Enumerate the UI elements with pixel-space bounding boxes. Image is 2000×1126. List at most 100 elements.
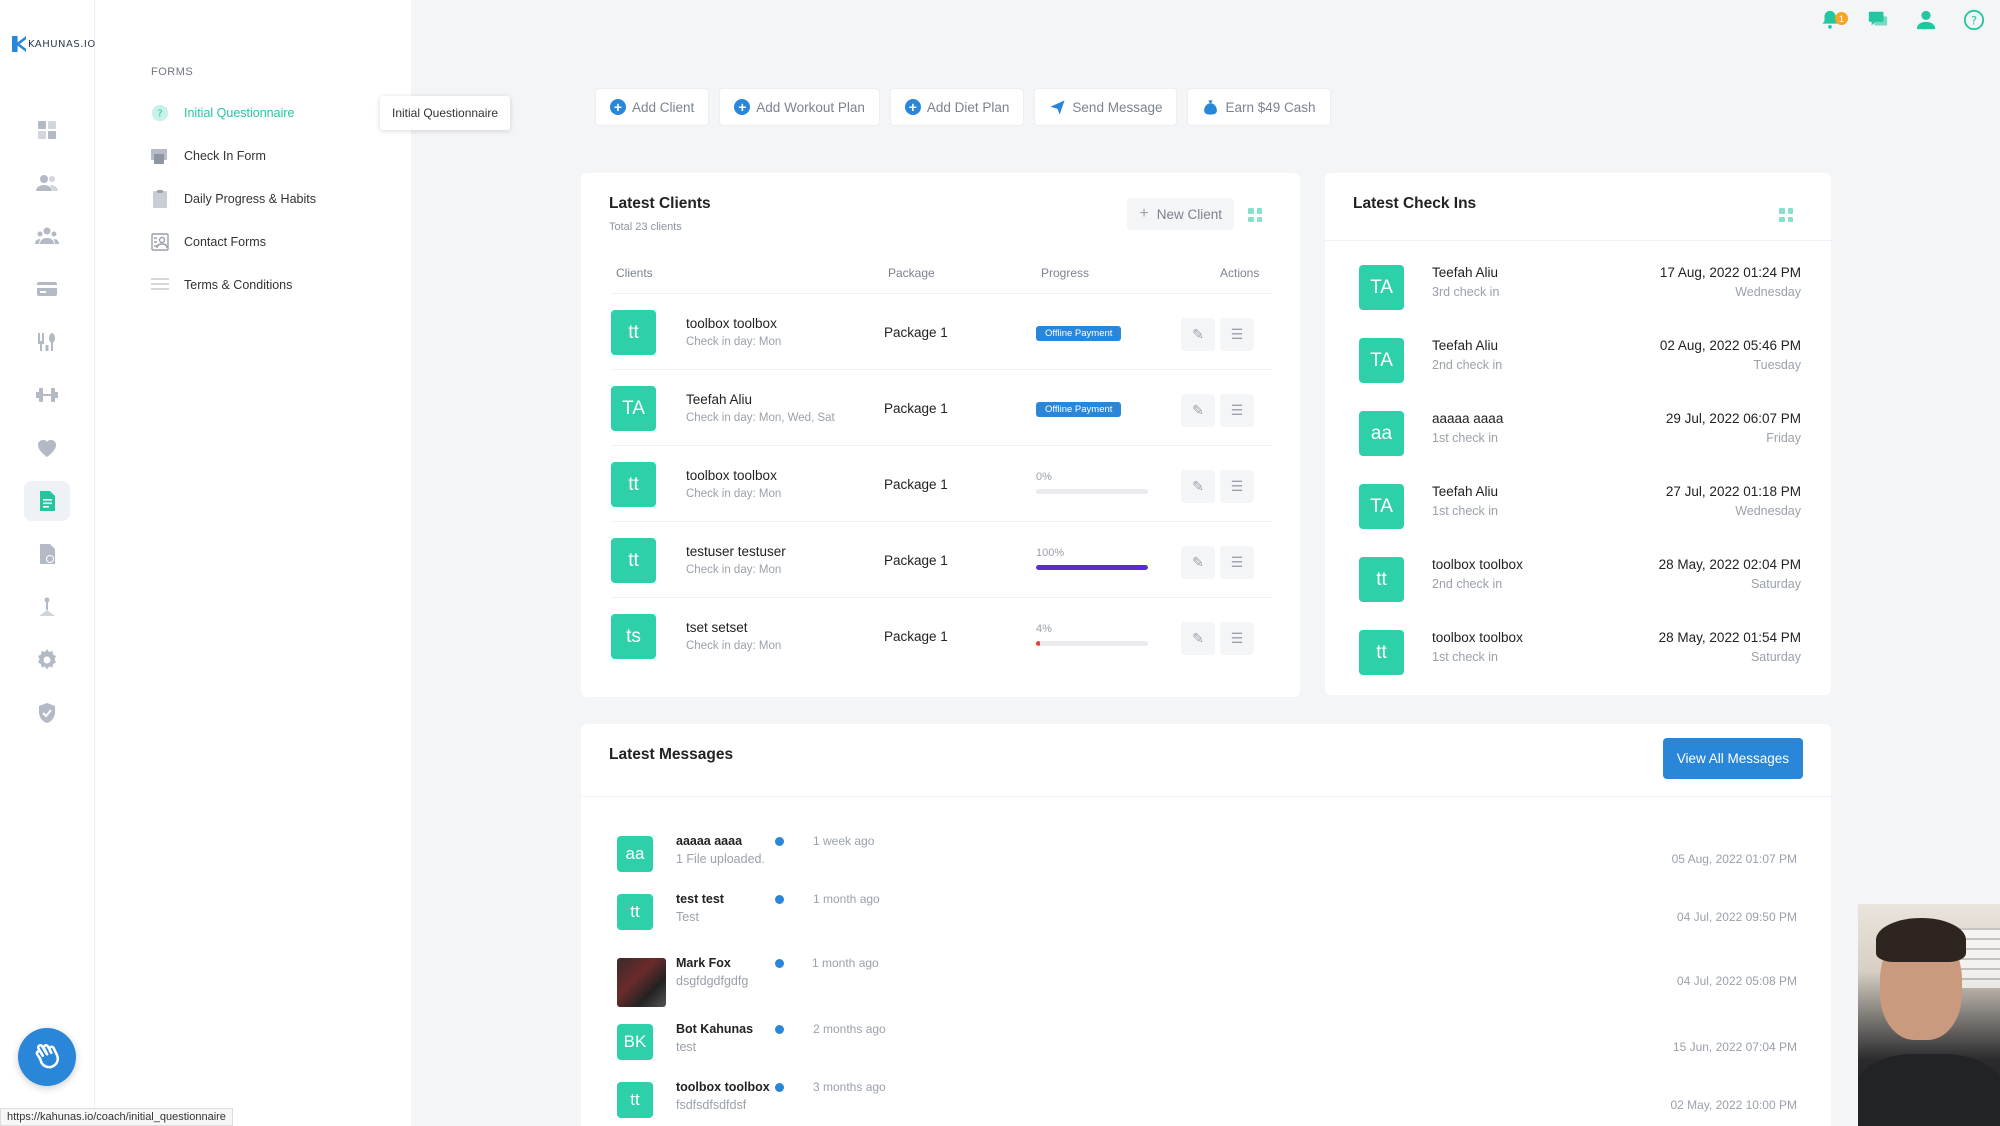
list-item[interactable]: TA Teefah Aliu 3rd check in 17 Aug, 2022… [1359, 253, 1801, 326]
message-sender: toolbox toolbox [676, 1080, 770, 1094]
add-client-button[interactable]: + Add Client [595, 88, 710, 126]
clients-icon[interactable] [24, 163, 70, 203]
table-row[interactable]: tt toolbox toolbox Check in day: Mon Pac… [611, 445, 1271, 521]
groups-icon[interactable] [24, 216, 70, 256]
checkin-client-name: toolbox toolbox [1432, 630, 1523, 645]
avatar: tt [611, 310, 656, 355]
edit-button[interactable]: ✎ [1181, 546, 1215, 579]
client-name[interactable]: toolbox toolbox [686, 468, 777, 483]
edit-button[interactable]: ✎ [1181, 470, 1215, 503]
add-diet-plan-button[interactable]: + Add Diet Plan [889, 88, 1025, 126]
form-item-daily-progress[interactable]: Daily Progress & Habits [150, 186, 316, 212]
user-icon[interactable] [1914, 8, 1938, 32]
form-item-terms-conditions[interactable]: Terms & Conditions [150, 272, 292, 298]
message-icon: ☰ [1230, 554, 1244, 570]
client-name[interactable]: tset setset [686, 620, 748, 635]
contact-form-icon [150, 232, 170, 252]
forms-icon[interactable] [24, 481, 70, 521]
message-button[interactable]: ☰ [1220, 470, 1254, 503]
shield-icon[interactable] [24, 693, 70, 733]
paper-plane-icon [1050, 99, 1066, 115]
plus-circle-icon: + [610, 99, 626, 115]
progress-fill [1036, 641, 1041, 646]
message-preview: test [676, 1040, 697, 1054]
client-name[interactable]: toolbox toolbox [686, 316, 777, 331]
earn-cash-button[interactable]: Earn $49 Cash [1187, 88, 1331, 126]
waving-hand-icon [35, 1044, 60, 1069]
checkin-form-icon [150, 146, 170, 166]
list-item[interactable]: tt toolbox toolbox 1st check in 28 May, … [1359, 618, 1801, 691]
avatar-photo [617, 958, 666, 1007]
checkin-client-name: aaaaa aaaa [1432, 411, 1504, 426]
check-in-day: Check in day: Mon [686, 640, 782, 652]
plus-circle-icon: + [734, 99, 751, 115]
list-item[interactable]: aa aaaaa aaaa 1st check in 29 Jul, 2022 … [1359, 399, 1801, 472]
dashboard-icon[interactable] [24, 110, 70, 150]
table-row[interactable]: tt toolbox toolbox Check in day: Mon Pac… [611, 293, 1271, 369]
form-item-check-in-form[interactable]: Check In Form [150, 143, 266, 169]
message-preview: 1 File uploaded. [676, 852, 765, 866]
send-message-button[interactable]: Send Message [1034, 88, 1178, 126]
notification-badge: 1 [1835, 12, 1848, 25]
grid-menu-icon[interactable] [1779, 208, 1793, 222]
message-icon: ☰ [1230, 326, 1244, 342]
tasks-icon[interactable] [24, 587, 70, 627]
brand-logo[interactable]: KAHUNAS.IO [12, 36, 96, 52]
settings-icon[interactable] [24, 640, 70, 680]
list-item[interactable]: tt test test Test 1 month ago 04 Jul, 20… [617, 892, 1797, 950]
pencil-icon: ✎ [1192, 326, 1204, 342]
checkin-client-name: Teefah Aliu [1432, 338, 1499, 353]
svg-text:?: ? [157, 109, 162, 120]
question-icon: ? [150, 103, 170, 123]
files-icon[interactable] [24, 534, 70, 574]
support-chat-button[interactable] [18, 1028, 76, 1086]
bell-icon[interactable]: 1 [1818, 8, 1848, 32]
list-item[interactable]: BK Bot Kahunas test 2 months ago 15 Jun,… [617, 1022, 1797, 1080]
help-icon[interactable]: ? [1962, 8, 1986, 32]
client-name[interactable]: Teefah Aliu [686, 392, 753, 407]
list-item[interactable]: TA Teefah Aliu 2nd check in 02 Aug, 2022… [1359, 326, 1801, 399]
grid-menu-icon[interactable] [1248, 208, 1262, 222]
habits-icon[interactable] [24, 428, 70, 468]
list-item[interactable]: TA Teefah Aliu 1st check in 27 Jul, 2022… [1359, 472, 1801, 545]
table-row[interactable]: TA Teefah Aliu Check in day: Mon, Wed, S… [611, 369, 1271, 445]
message-button[interactable]: ☰ [1220, 546, 1254, 579]
avatar: tt [617, 894, 653, 930]
payments-icon[interactable] [24, 269, 70, 309]
list-item[interactable]: tt toolbox toolbox 2nd check in 28 May, … [1359, 545, 1801, 618]
message-button[interactable]: ☰ [1220, 622, 1254, 655]
view-all-messages-button[interactable]: View All Messages [1662, 738, 1803, 779]
clipboard-icon [150, 189, 170, 209]
quick-action-label: Add Diet Plan [926, 99, 1010, 115]
form-item-contact-forms[interactable]: Contact Forms [150, 229, 266, 255]
message-button[interactable]: ☰ [1220, 394, 1254, 427]
list-item[interactable]: aa aaaaa aaaa 1 File uploaded. 1 week ag… [617, 834, 1797, 892]
message-button[interactable]: ☰ [1220, 318, 1254, 351]
list-item[interactable]: tt toolbox toolbox fsdfsdfsdfdsf 3 month… [617, 1080, 1797, 1126]
list-item[interactable]: Mark Fox dsgfdgdfgdfg 1 month ago 04 Jul… [617, 956, 1797, 1014]
new-client-button[interactable]: + New Client [1127, 198, 1234, 230]
message-preview: fsdfsdfsdfdsf [676, 1098, 747, 1112]
quick-action-label: Add Workout Plan [756, 99, 865, 115]
chat-icon[interactable] [1866, 8, 1890, 32]
nutrition-icon[interactable] [24, 322, 70, 362]
check-in-day: Check in day: Mon [686, 564, 782, 576]
workouts-icon[interactable] [24, 375, 70, 415]
avatar: BK [617, 1024, 653, 1060]
icon-rail: KAHUNAS.IO [0, 0, 95, 1126]
edit-button[interactable]: ✎ [1181, 394, 1215, 427]
edit-button[interactable]: ✎ [1181, 318, 1215, 351]
edit-button[interactable]: ✎ [1181, 622, 1215, 655]
table-row[interactable]: ts tset setset Check in day: Mon Package… [611, 597, 1271, 673]
table-row[interactable]: tt testuser testuser Check in day: Mon P… [611, 521, 1271, 597]
progress-indicator: 0% [1036, 471, 1148, 494]
presenter-hair [1876, 918, 1966, 962]
client-name[interactable]: testuser testuser [686, 544, 786, 559]
add-workout-plan-button[interactable]: + Add Workout Plan [719, 88, 880, 126]
message-icon: ☰ [1230, 402, 1244, 418]
latest-checkins-card: Latest Check Ins TA Teefah Aliu 3rd chec… [1325, 173, 1831, 695]
status-badge: Offline Payment [1036, 402, 1122, 417]
message-date: 02 May, 2022 10:00 PM [1670, 1098, 1797, 1112]
latest-clients-card: Latest Clients Total 23 clients + New Cl… [581, 173, 1300, 697]
form-item-initial-questionnaire[interactable]: ? Initial Questionnaire [150, 100, 294, 126]
